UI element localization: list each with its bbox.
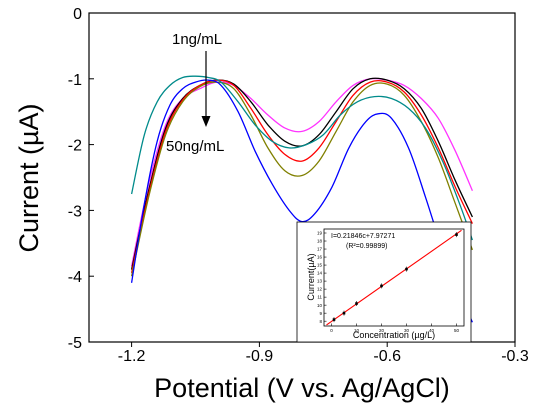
x-tick-label: -1.2 bbox=[118, 348, 146, 365]
inset-data-point bbox=[380, 284, 383, 288]
inset-y-tick-label: 15 bbox=[317, 263, 323, 268]
annotation-top-label: 1ng/mL bbox=[172, 31, 222, 48]
inset-y-tick-label: 9 bbox=[319, 311, 322, 316]
main-curves-group bbox=[130, 75, 474, 323]
y-tick-label: -2 bbox=[68, 138, 82, 155]
x-tick-label: -0.6 bbox=[373, 348, 401, 365]
series-line-6 bbox=[130, 79, 473, 323]
inset-x-axis-title: Concentration (µg/L) bbox=[353, 330, 435, 340]
series-line-5 bbox=[130, 75, 474, 241]
y-tick-label: -1 bbox=[68, 72, 82, 89]
x-tick-label: -0.3 bbox=[501, 348, 529, 365]
y-tick-label: -5 bbox=[68, 335, 82, 352]
x-axis-title: Potential (V vs. Ag/AgCl) bbox=[154, 373, 450, 403]
inset-y-tick-label: 8 bbox=[319, 319, 322, 324]
annotation-arrow-head bbox=[201, 116, 211, 127]
series-line-4 bbox=[130, 81, 474, 277]
inset-y-tick-label: 17 bbox=[317, 247, 323, 252]
inset-data-point bbox=[332, 318, 336, 321]
inset-data-point bbox=[405, 267, 408, 271]
inset-data-point bbox=[455, 233, 458, 236]
inset-y-tick-label: 19 bbox=[317, 231, 323, 236]
inset-x-tick-label: 10 bbox=[354, 328, 360, 333]
inset-fit-line bbox=[326, 229, 462, 326]
annotation-bottom-label: 50ng/mL bbox=[166, 138, 224, 155]
inset-y-tick-label: 13 bbox=[317, 279, 323, 284]
inset-x-tick-label: 30 bbox=[404, 328, 410, 333]
inset-calibration-chart: 0 10 20 30 40 50 8 9 10 11 12 13 14 15 16 17 18 19 I=0.21… bbox=[296, 221, 472, 343]
inset-axis-ticks: 0 10 20 30 40 50 8 9 10 11 12 13 14 15 16 17 18 19 bbox=[317, 231, 460, 333]
inset-x-tick-label: 40 bbox=[429, 328, 435, 333]
inset-x-tick-label: 0 bbox=[330, 328, 333, 333]
inset-equation: I=0.21846c+7.97271 bbox=[331, 233, 395, 240]
inset-y-tick-label: 14 bbox=[317, 271, 323, 276]
inset-background bbox=[296, 221, 472, 343]
x-tick-label: -0.9 bbox=[246, 348, 274, 365]
inset-x-tick-label: 50 bbox=[454, 328, 460, 333]
inset-y-tick-label: 16 bbox=[317, 255, 323, 260]
inset-data-point bbox=[342, 311, 346, 315]
y-tick-label: -4 bbox=[68, 269, 82, 286]
inset-r-squared: (R²=0.99899) bbox=[346, 243, 387, 250]
inset-y-tick-label: 10 bbox=[317, 303, 323, 308]
y-tick-label: -3 bbox=[68, 203, 82, 220]
inset-y-tick-label: 18 bbox=[317, 239, 323, 244]
inset-y-axis-title: Current(µA) bbox=[306, 253, 316, 300]
inset-y-tick-label: 11 bbox=[317, 295, 322, 300]
inset-data-point bbox=[355, 302, 358, 305]
inset-plot-frame bbox=[323, 228, 465, 327]
y-tick-label: 0 bbox=[73, 6, 82, 23]
series-line-3 bbox=[130, 79, 473, 274]
inset-x-tick-label: 20 bbox=[379, 328, 385, 333]
inset-marks-group bbox=[326, 229, 462, 326]
y-axis-title: Current (µA) bbox=[14, 103, 44, 252]
main-axis-ticks: -1.2 -0.9 -0.6 -0.3 0 -1 -2 -3 -4 -5 bbox=[68, 6, 529, 365]
inset-y-tick-label: 12 bbox=[317, 287, 323, 292]
